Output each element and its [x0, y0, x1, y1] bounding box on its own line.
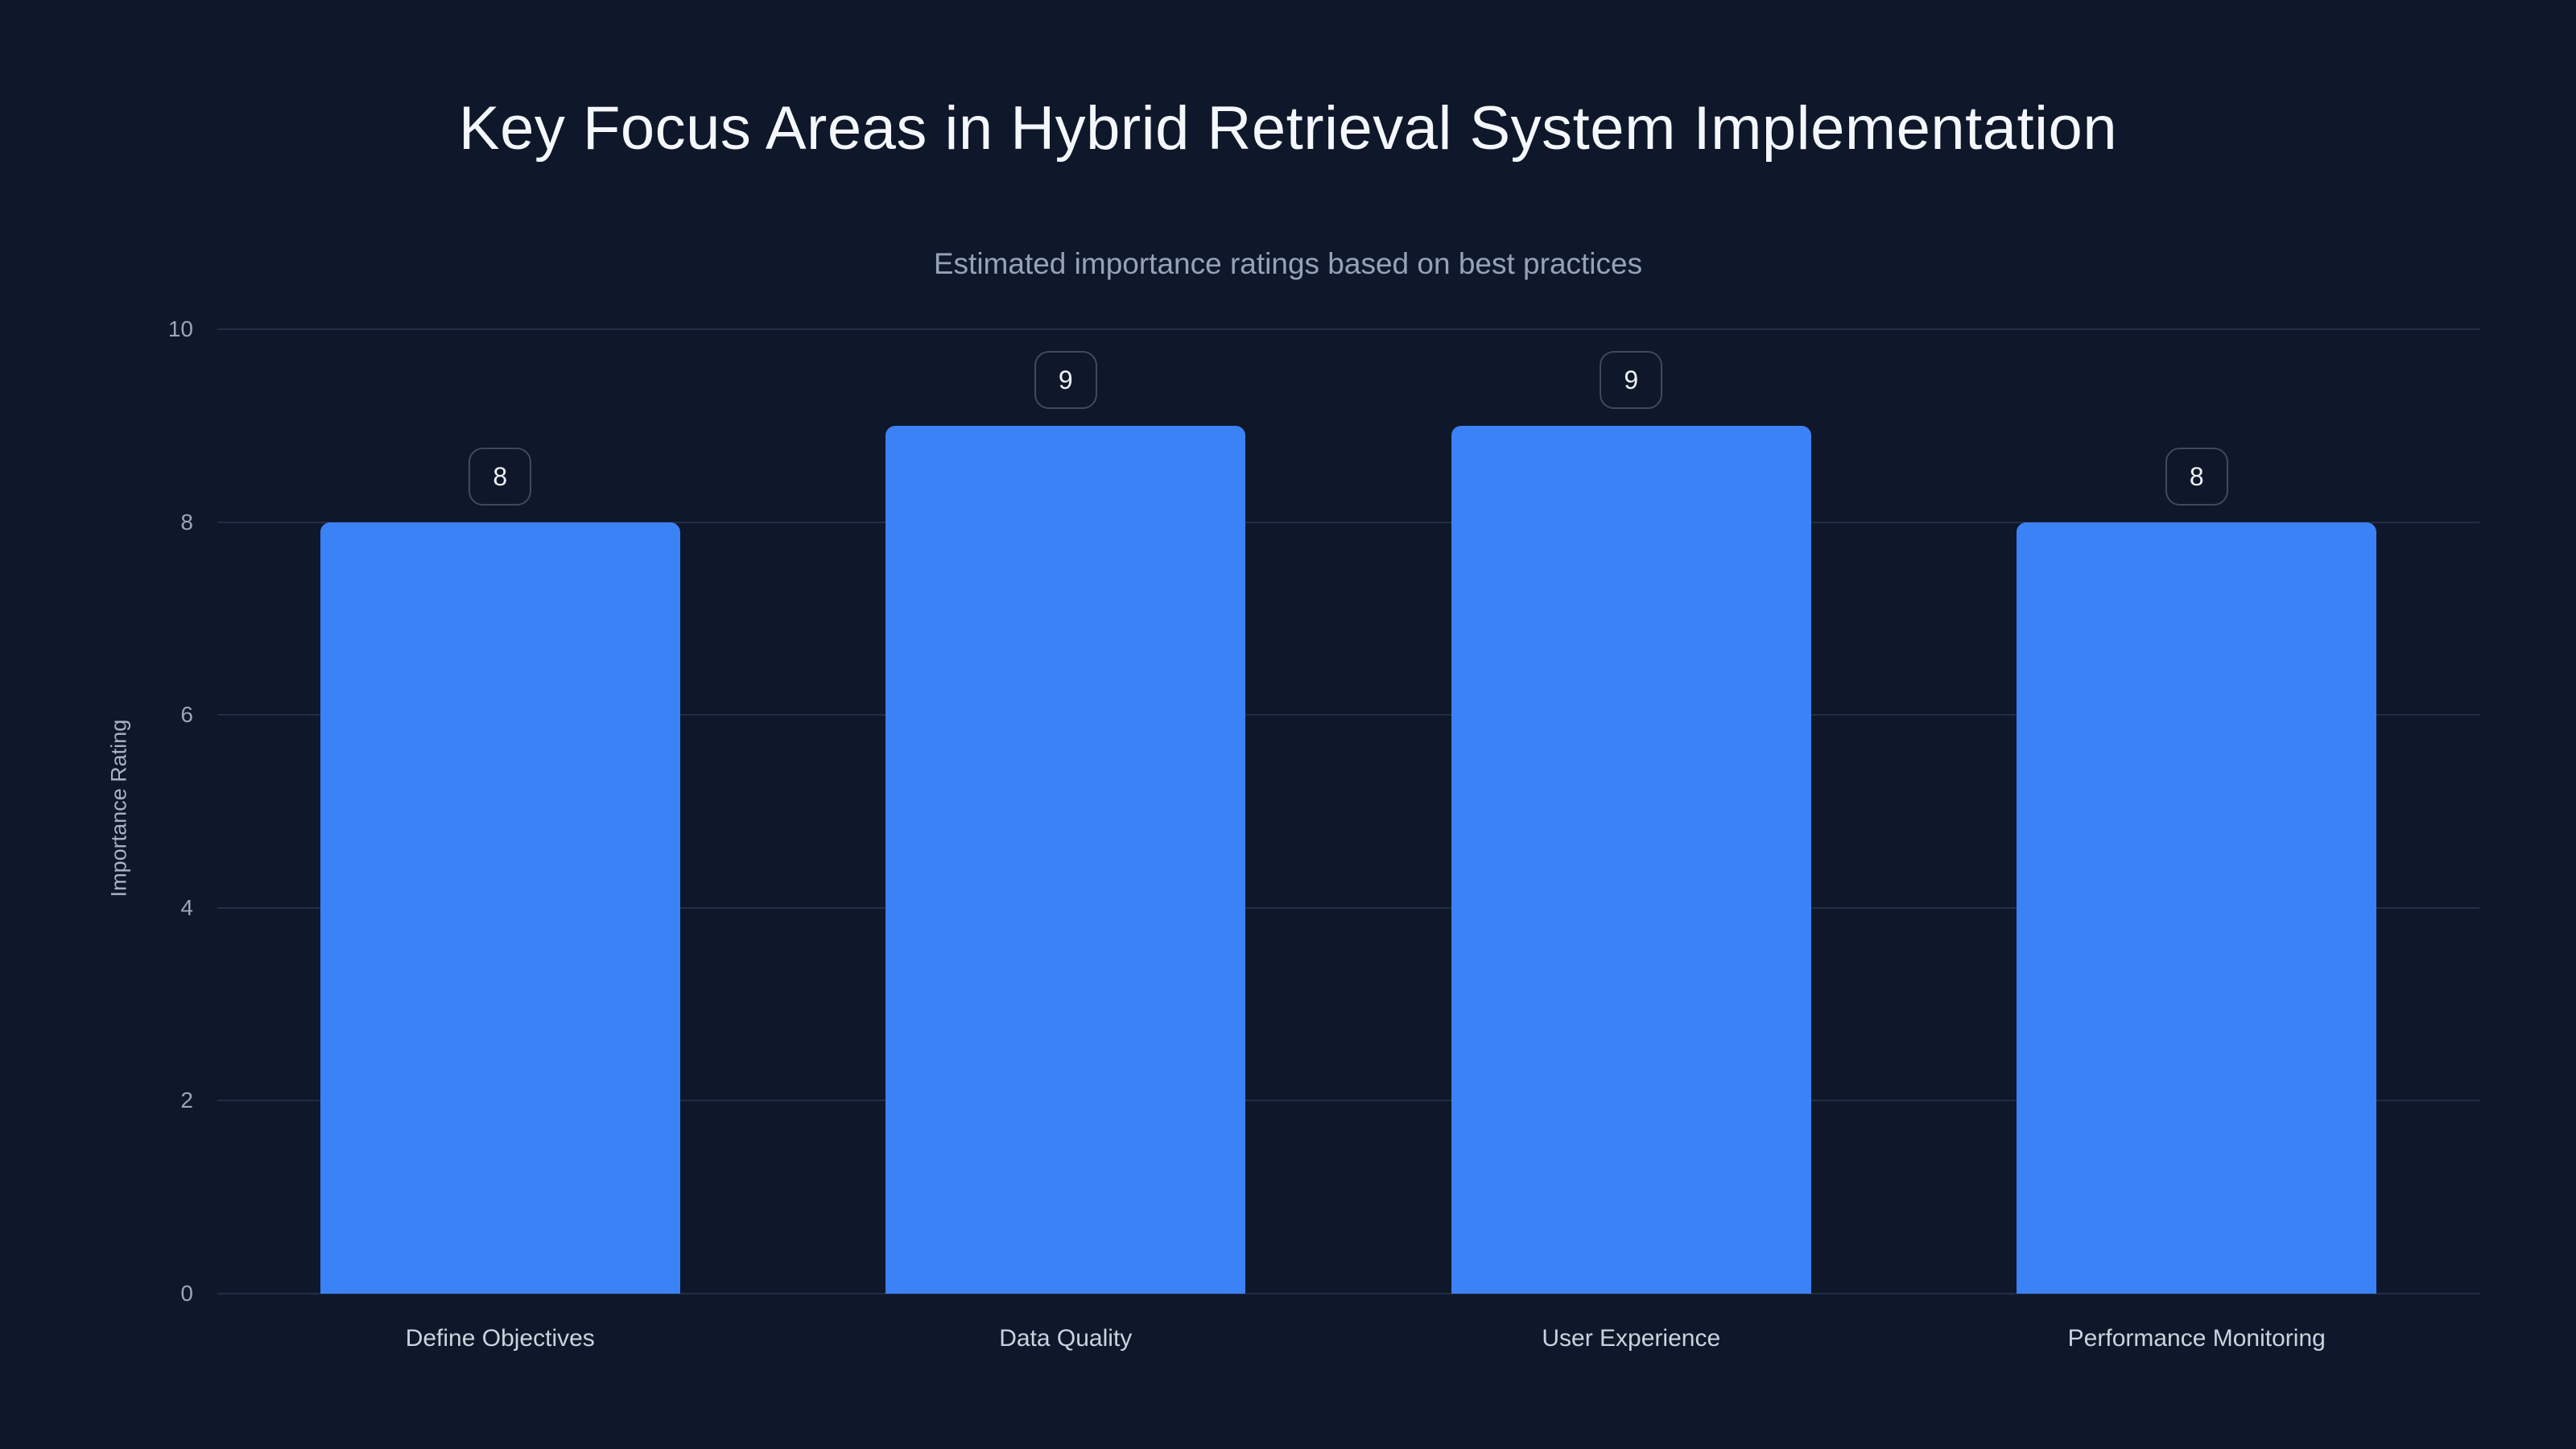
- gridline-6: [217, 714, 2479, 716]
- chart-subtitle: Estimated importance ratings based on be…: [933, 247, 1643, 280]
- y-axis-tick-label: 8: [180, 509, 193, 535]
- y-axis-tick-label: 0: [180, 1281, 193, 1306]
- bar-value-badge: 9: [1034, 350, 1097, 409]
- gridline-0: [217, 1293, 2479, 1294]
- bar-user-experience: [1451, 425, 1811, 1294]
- y-axis-title: Importance Rating: [106, 719, 131, 898]
- gridline-2: [217, 1100, 2479, 1102]
- x-axis-label: User Experience: [1542, 1325, 1721, 1352]
- gridline-10: [217, 328, 2479, 330]
- y-axis-tick-label: 10: [167, 316, 193, 341]
- bar-value-badge: 8: [469, 447, 532, 506]
- bar-data-quality: [886, 425, 1246, 1294]
- y-axis-tick-label: 6: [180, 702, 193, 728]
- chart-title: Key Focus Areas in Hybrid Retrieval Syst…: [458, 94, 2118, 163]
- y-axis-tick-label: 2: [180, 1088, 193, 1113]
- bar-define-objectives: [320, 522, 680, 1294]
- x-axis-label: Data Quality: [999, 1325, 1133, 1352]
- bar-performance-monitoring: [2017, 522, 2377, 1294]
- bar-value-badge: 9: [1600, 350, 1663, 409]
- x-axis-label: Performance Monitoring: [2067, 1325, 2326, 1352]
- gridline-8: [217, 521, 2479, 523]
- x-axis-label: Define Objectives: [405, 1325, 595, 1352]
- y-axis-tick-label: 4: [180, 894, 193, 920]
- gridline-4: [217, 906, 2479, 909]
- bar-value-badge: 8: [2165, 447, 2228, 506]
